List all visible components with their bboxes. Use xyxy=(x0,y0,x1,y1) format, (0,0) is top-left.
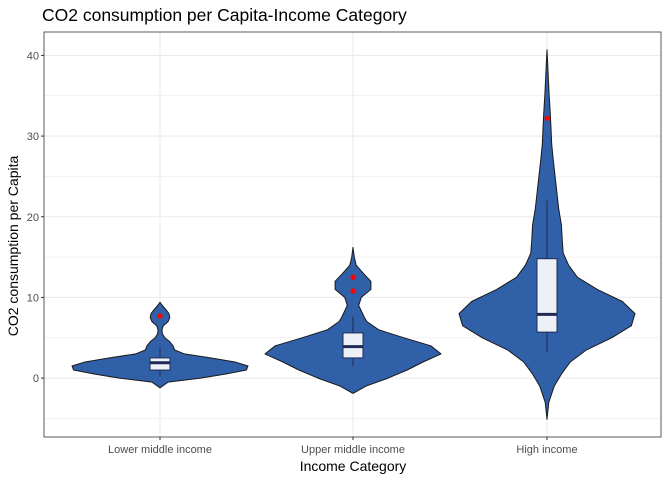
x-axis-ticks: Lower middle income Upper middle income Hi… xyxy=(108,437,578,456)
box-iqr xyxy=(536,258,558,333)
outlier-point xyxy=(157,313,163,319)
y-axis-ticks: 0 10 20 30 40 xyxy=(27,50,44,385)
y-tick-label: 20 xyxy=(27,212,39,224)
y-tick-label: 0 xyxy=(33,373,39,385)
y-axis-title: CO2 consumption per Capita xyxy=(5,156,21,337)
outlier-point xyxy=(350,274,356,280)
y-tick-label: 40 xyxy=(27,50,39,62)
violin-shape xyxy=(71,301,249,389)
x-tick-label: Lower middle income xyxy=(108,444,212,456)
x-axis-title: Income Category xyxy=(300,458,407,474)
y-tick-label: 10 xyxy=(27,292,39,304)
outlier-point xyxy=(544,115,550,121)
x-tick-label: High income xyxy=(516,444,577,456)
outlier-layer xyxy=(157,115,550,319)
x-tick-label: Upper middle income xyxy=(301,444,405,456)
outlier-point xyxy=(350,288,356,294)
boxplot-layer xyxy=(149,200,558,377)
chart-title: CO2 consumption per Capita-Income Catego… xyxy=(42,5,407,25)
y-tick-label: 30 xyxy=(27,131,39,143)
